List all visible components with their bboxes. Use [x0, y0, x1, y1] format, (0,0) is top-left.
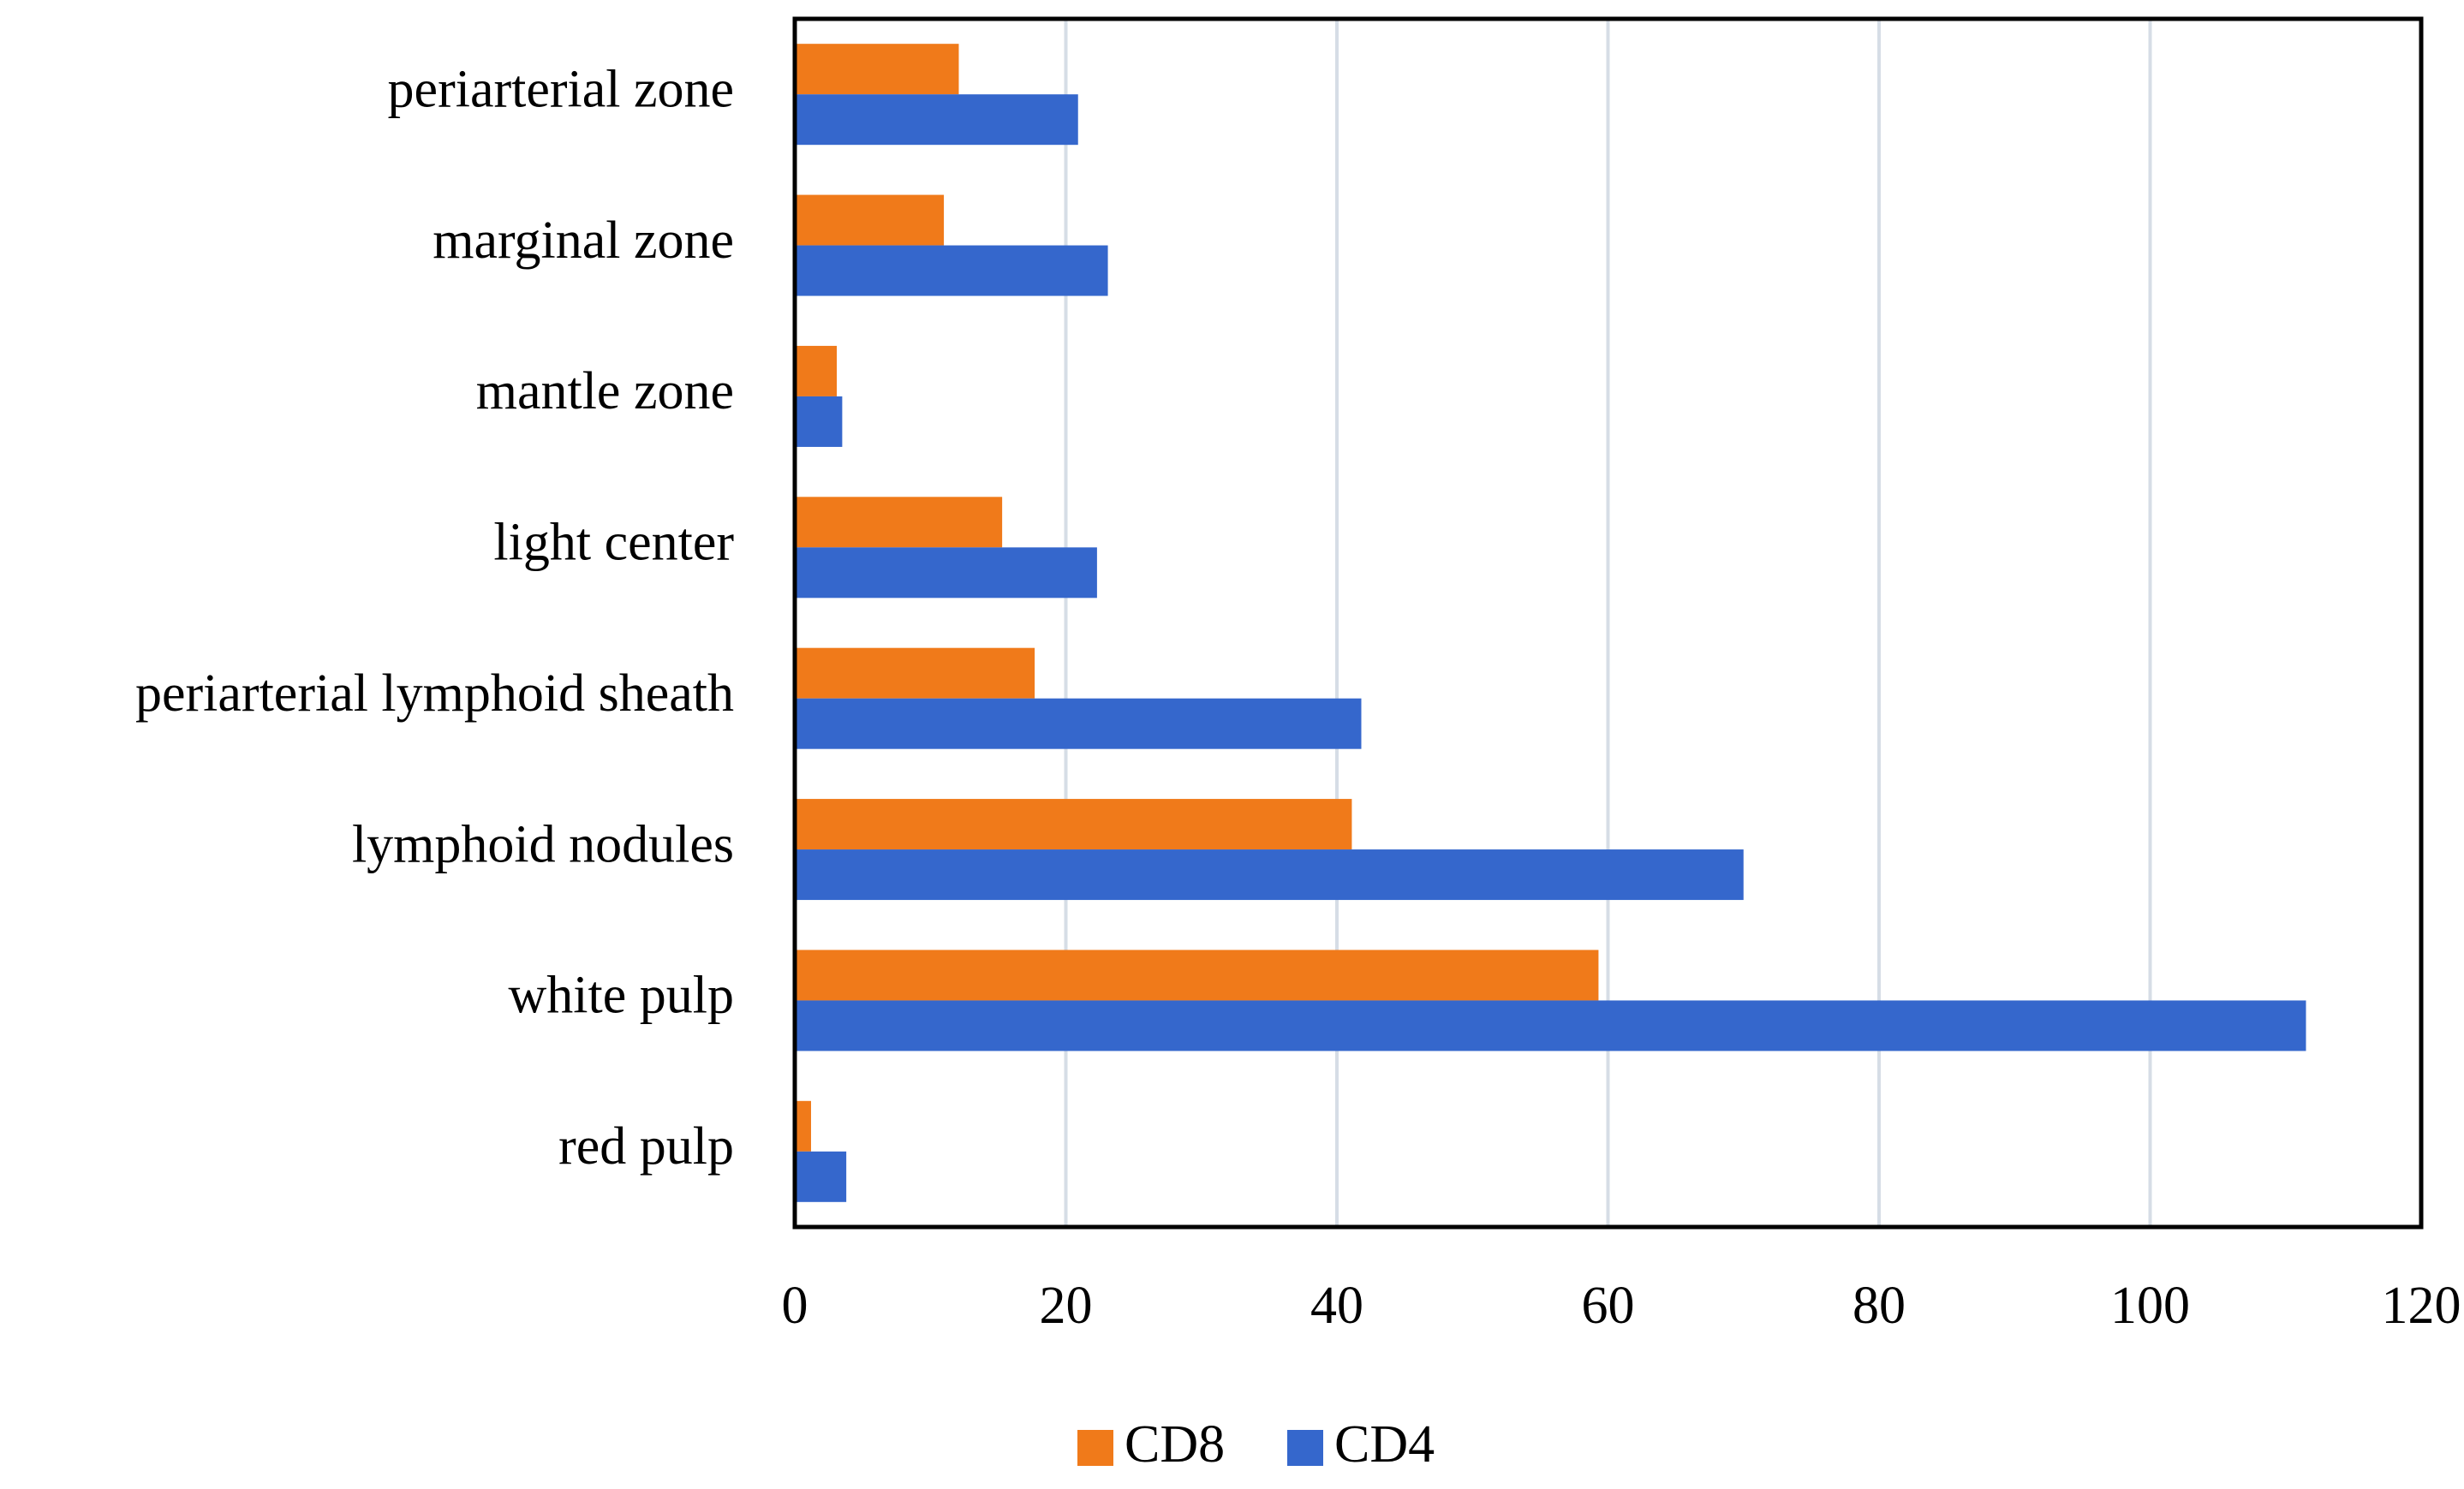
legend-swatch [1287, 1430, 1323, 1466]
legend-swatch [1077, 1430, 1113, 1466]
bar [795, 194, 945, 246]
y-tick-label: light center [493, 514, 734, 572]
y-tick-label: red pulp [558, 1117, 734, 1176]
x-tick-label: 80 [1852, 1277, 1906, 1335]
bar [795, 647, 1035, 699]
x-tick-label: 20 [1040, 1277, 1093, 1335]
bar [795, 799, 1352, 850]
bar [795, 345, 838, 396]
bar [795, 1100, 811, 1152]
plot-frame [792, 16, 2424, 1230]
bar [795, 1151, 847, 1202]
bar [795, 547, 1097, 599]
y-tick-label: periarterial lymphoid sheath [135, 664, 734, 723]
y-tick-label: marginal zone [433, 211, 734, 270]
x-tick-label: 120 [2382, 1277, 2461, 1335]
bar [795, 497, 1003, 548]
y-tick-label: white pulp [509, 967, 734, 1025]
x-tick-label: 60 [1582, 1277, 1635, 1335]
bar [795, 94, 1078, 146]
bar [795, 950, 1599, 1001]
bar [795, 1000, 2306, 1051]
x-tick-label: 0 [782, 1277, 808, 1335]
legend-label: CD4 [1334, 1415, 1435, 1474]
y-tick-label: periarterial zone [388, 60, 734, 118]
bar [795, 44, 959, 95]
y-tick-label: lymphoid nodules [352, 815, 734, 873]
x-tick-label: 40 [1310, 1277, 1363, 1335]
legend-label: CD8 [1125, 1415, 1225, 1474]
y-tick-label: mantle zone [476, 362, 734, 420]
bar [795, 245, 1108, 296]
x-tick-label: 100 [2110, 1277, 2190, 1335]
bar [795, 396, 843, 447]
bar [795, 849, 1744, 901]
bar [795, 698, 1362, 749]
